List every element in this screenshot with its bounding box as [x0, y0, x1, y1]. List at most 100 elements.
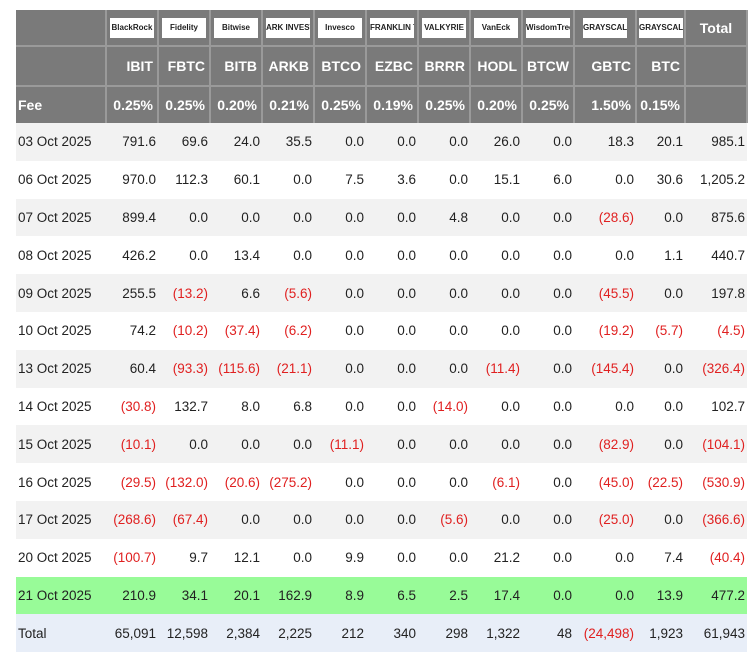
table-row: 16 Oct 2025 (29.5) (132.0) (20.6) (275.2) 0.0… [16, 463, 747, 501]
flow-cell: 0.0 [366, 198, 418, 237]
issuer-logo: FRANKLIN TEMPLETON [370, 17, 414, 38]
row-total-cell: 102.7 [685, 387, 747, 426]
flow-cell: 0.0 [158, 236, 210, 275]
date-cell: 03 Oct 2025 [16, 123, 106, 161]
issuer-logo: VALKYRIE [422, 17, 466, 38]
flow-cell: (100.7) [106, 538, 158, 577]
flow-cell: (13.2) [158, 274, 210, 312]
flow-cell: 0.0 [366, 538, 418, 577]
flow-cell: 0.0 [418, 538, 470, 577]
flow-cell: 8.9 [314, 576, 366, 615]
flow-cell: 0.0 [522, 463, 574, 501]
issuer-logo-cell: BlackRock [106, 10, 159, 47]
issuer-logo: BlackRock [110, 17, 154, 38]
flow-cell: (25.0) [574, 500, 636, 539]
flow-cell: 6.8 [262, 387, 314, 426]
flow-cell: 0.0 [470, 236, 522, 275]
flow-cell: 0.0 [314, 198, 366, 237]
ticker-row: IBIT FBTC BITB ARKB BTCO EZBC BRRR HODL BTCW GBTC… [16, 46, 748, 87]
row-total-cell: (366.6) [685, 500, 747, 539]
table-row: 15 Oct 2025 (10.1) 0.0 0.0 0.0 (11.1) 0.0 0.0 0.… [16, 425, 747, 464]
flow-cell: 0.0 [522, 387, 574, 426]
issuer-logo: Fidelity [162, 17, 206, 38]
flow-cell: 26.0 [470, 123, 522, 161]
flow-cell: 0.0 [262, 198, 314, 237]
flow-cell: 0.0 [418, 349, 470, 388]
flow-cell: 0.0 [470, 198, 522, 237]
flow-cell: 20.1 [636, 123, 685, 161]
flow-cell: 0.0 [636, 198, 685, 237]
flow-cell: 0.0 [418, 311, 470, 350]
date-cell: 09 Oct 2025 [16, 274, 106, 312]
flow-cell: 69.6 [158, 123, 210, 161]
flow-cell: (132.0) [158, 463, 210, 501]
flow-cell: 112.3 [158, 160, 210, 199]
flow-cell: 0.0 [522, 538, 574, 577]
flow-cell: 1.1 [636, 236, 685, 275]
fee-cell: 0.25% [418, 86, 471, 123]
flow-cell: 162.9 [262, 576, 314, 615]
flow-cell: (14.0) [418, 387, 470, 426]
etf-flows-table: BlackRock Fidelity Bitwise ARK INVEST Invesc… [16, 10, 748, 652]
row-total-cell: (104.1) [685, 425, 747, 464]
flow-cell: 0.0 [418, 236, 470, 275]
row-total-cell: 477.2 [685, 576, 747, 615]
ticker-header: HODL [470, 46, 523, 87]
flow-cell: 0.0 [366, 500, 418, 539]
issuer-logo-cell: Invesco [314, 10, 367, 47]
ticker-header: FBTC [158, 46, 211, 87]
table-row: 08 Oct 2025 426.2 0.0 13.4 0.0 0.0 0.0 0.0 0.0 0.… [16, 236, 747, 275]
flow-cell: (82.9) [574, 425, 636, 464]
issuer-logo-cell: WisdomTree [522, 10, 575, 47]
flow-cell: 20.1 [210, 576, 262, 615]
issuer-logo-cell: ARK INVEST [262, 10, 315, 47]
flow-cell: 0.0 [366, 123, 418, 161]
flow-cell: (268.6) [106, 500, 158, 539]
flow-cell: (6.1) [470, 463, 522, 501]
fee-cell: 0.15% [636, 86, 686, 123]
row-total-cell: (40.4) [685, 538, 747, 577]
flow-cell: 0.0 [418, 123, 470, 161]
flow-cell: 0.0 [314, 311, 366, 350]
fee-cell: 0.25% [106, 86, 159, 123]
flow-cell: 0.0 [314, 349, 366, 388]
flow-cell: 0.0 [470, 311, 522, 350]
flow-cell: 8.0 [210, 387, 262, 426]
flow-cell: (30.8) [106, 387, 158, 426]
flow-cell: (6.2) [262, 311, 314, 350]
total-cell: 1,322 [470, 614, 522, 652]
ticker-header: EZBC [366, 46, 419, 87]
flow-cell: 60.1 [210, 160, 262, 199]
flow-cell: 0.0 [522, 274, 574, 312]
flow-cell: 0.0 [366, 274, 418, 312]
issuer-logo-row: BlackRock Fidelity Bitwise ARK INVEST Invesc… [16, 10, 748, 47]
issuer-logo: VanEck [474, 17, 518, 38]
flow-cell: 13.4 [210, 236, 262, 275]
flow-cell: 0.0 [470, 387, 522, 426]
total-cell: 12,598 [158, 614, 210, 652]
row-total-cell: 197.8 [685, 274, 747, 312]
issuer-logo-cell: GRAYSCALE [574, 10, 637, 47]
issuer-logo: GRAYSCALE [583, 17, 627, 38]
flow-cell: 0.0 [158, 425, 210, 464]
fee-cell: 1.50% [574, 86, 637, 123]
flow-cell: 210.9 [106, 576, 158, 615]
fee-cell: 0.19% [366, 86, 419, 123]
fee-row: Fee 0.25% 0.25% 0.20% 0.21% 0.25% 0.19% 0.25% 0.… [16, 86, 748, 123]
flow-cell: (21.1) [262, 349, 314, 388]
flow-cell: (19.2) [574, 311, 636, 350]
flow-cell: 0.0 [210, 198, 262, 237]
flow-cell: (20.6) [210, 463, 262, 501]
flow-cell: 0.0 [470, 274, 522, 312]
flow-cell: 6.5 [366, 576, 418, 615]
flow-cell: 7.5 [314, 160, 366, 199]
flow-cell: 12.1 [210, 538, 262, 577]
row-total-cell: 1,205.2 [685, 160, 747, 199]
flow-cell: 0.0 [366, 387, 418, 426]
issuer-logo: WisdomTree [526, 17, 570, 38]
issuer-logo-cell: Bitwise [210, 10, 263, 47]
date-cell: 13 Oct 2025 [16, 349, 106, 388]
flow-cell: 0.0 [636, 500, 685, 539]
table-row: 10 Oct 2025 74.2 (10.2) (37.4) (6.2) 0.0 0.0 0.… [16, 311, 747, 350]
fee-label: Fee [16, 86, 107, 123]
